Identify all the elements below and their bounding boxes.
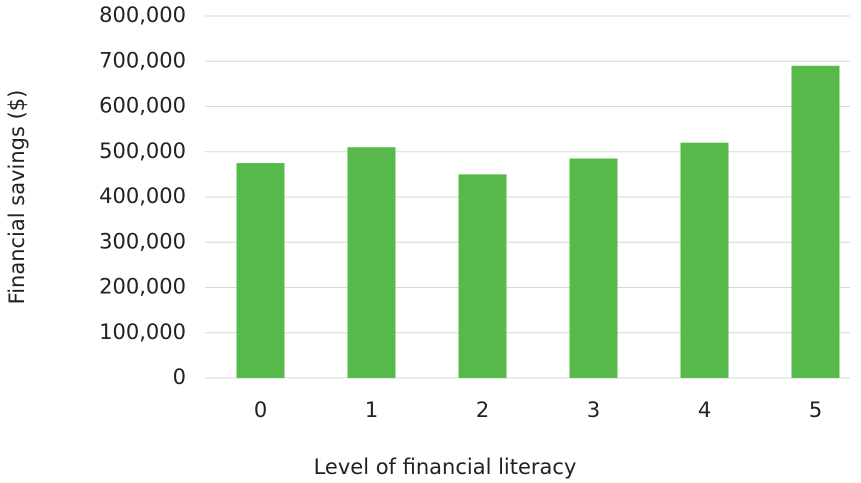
x-tick-label: 3 [587, 398, 600, 422]
y-tick-label: 300,000 [99, 229, 186, 253]
y-tick-label: 0 [173, 365, 186, 389]
y-tick-label: 100,000 [99, 320, 186, 344]
x-tick-label: 2 [476, 398, 489, 422]
y-tick-label: 500,000 [99, 139, 186, 163]
x-tick-label: 4 [698, 398, 711, 422]
bar [791, 65, 840, 379]
y-tick-label: 700,000 [99, 48, 186, 72]
x-tick-label: 1 [365, 398, 378, 422]
y-axis-label: Financial savings ($) [5, 90, 29, 305]
bar [347, 147, 396, 378]
y-tick-label: 600,000 [99, 94, 186, 118]
y-tick-label: 800,000 [99, 3, 186, 27]
bar [458, 174, 507, 378]
bar [236, 163, 285, 378]
y-tick-label: 400,000 [99, 184, 186, 208]
x-tick-label: 5 [809, 398, 822, 422]
x-axis-label: Level of financial literacy [314, 455, 577, 479]
x-tick-label: 0 [254, 398, 267, 422]
y-tick-label: 200,000 [99, 275, 186, 299]
bar [569, 158, 618, 378]
bar [680, 142, 729, 378]
